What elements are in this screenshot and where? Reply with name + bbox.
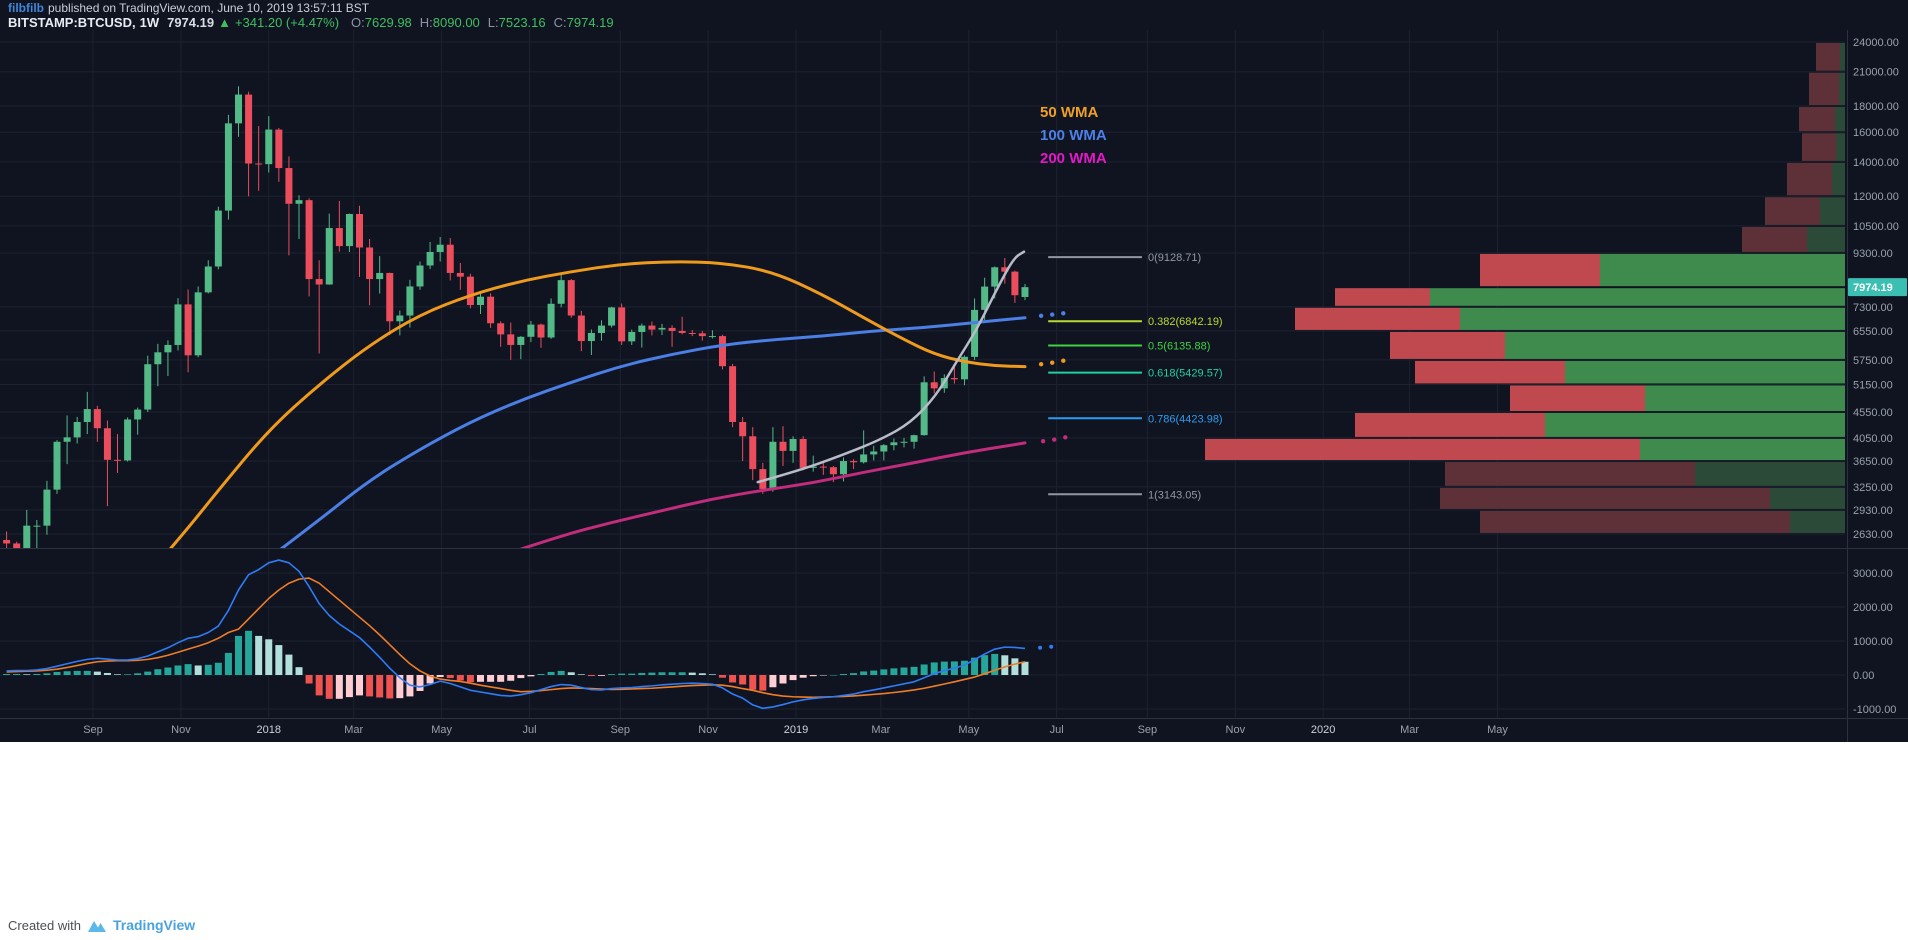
high-label: H: xyxy=(419,15,433,30)
svg-text:May: May xyxy=(431,724,452,736)
svg-text:3650.00: 3650.00 xyxy=(1853,456,1893,468)
legend-50wma[interactable]: 50 WMA xyxy=(1040,104,1099,121)
publish-bar: filbfilb published on TradingView.com, Ju… xyxy=(8,1,369,15)
svg-text:2930.00: 2930.00 xyxy=(1853,505,1893,517)
svg-text:Mar: Mar xyxy=(344,724,363,736)
close-label: C: xyxy=(553,15,567,30)
close-value: C:7974.19 xyxy=(554,15,614,30)
open-label: O: xyxy=(351,15,365,30)
change-arrow-icon: ▲ xyxy=(218,15,231,30)
svg-text:Nov: Nov xyxy=(1226,724,1246,736)
high-value: H:8090.00 xyxy=(420,15,480,30)
price-chart-canvas[interactable]: 0(9128.71) 0.382(6842.19) 0.5(6135.88) 0.61… xyxy=(0,30,1908,742)
candles-series xyxy=(3,86,1029,548)
legend-100wma[interactable]: 100 WMA xyxy=(1040,127,1107,144)
svg-text:Nov: Nov xyxy=(698,724,718,736)
price-change: +341.20 (+4.47%) xyxy=(234,15,340,30)
high-number: 8090.00 xyxy=(432,15,480,30)
created-with-text: Created with xyxy=(8,917,81,933)
macd-axis[interactable]: 3000.00 2000.00 1000.00 0.00 -1000.00 xyxy=(1853,568,1896,716)
svg-text:5750.00: 5750.00 xyxy=(1853,355,1893,367)
svg-text:Mar: Mar xyxy=(871,724,890,736)
svg-text:14000.00: 14000.00 xyxy=(1853,157,1899,169)
svg-text:2019: 2019 xyxy=(784,724,808,736)
svg-text:1(3143.05): 1(3143.05) xyxy=(1148,489,1201,501)
svg-text:2018: 2018 xyxy=(257,724,281,736)
svg-text:24000.00: 24000.00 xyxy=(1853,37,1899,49)
low-label: L: xyxy=(487,15,499,30)
svg-text:9300.00: 9300.00 xyxy=(1853,248,1893,260)
svg-text:0(9128.71): 0(9128.71) xyxy=(1148,252,1201,264)
price-axis[interactable]: 24000.00 21000.00 18000.00 16000.00 14000.00… xyxy=(1853,37,1899,541)
svg-text:1000.00: 1000.00 xyxy=(1853,636,1893,648)
svg-text:May: May xyxy=(1487,724,1508,736)
svg-text:Sep: Sep xyxy=(1138,724,1158,736)
chart-area: filbfilb published on TradingView.com, Ju… xyxy=(0,0,1908,742)
svg-text:16000.00: 16000.00 xyxy=(1853,127,1899,139)
tradingview-logo-icon xyxy=(87,920,106,932)
svg-text:2630.00: 2630.00 xyxy=(1853,529,1893,541)
trend-line xyxy=(756,250,1026,484)
author-link[interactable]: filbfilb xyxy=(8,1,44,15)
svg-text:6550.00: 6550.00 xyxy=(1853,326,1893,338)
low-value: L:7523.16 xyxy=(488,15,546,30)
interval-label[interactable]: 1W xyxy=(139,15,160,30)
svg-text:Sep: Sep xyxy=(610,724,630,736)
svg-text:3000.00: 3000.00 xyxy=(1853,568,1893,580)
svg-text:4550.00: 4550.00 xyxy=(1853,407,1893,419)
svg-text:0.00: 0.00 xyxy=(1853,670,1874,682)
svg-text:2020: 2020 xyxy=(1311,724,1335,736)
macd-line xyxy=(6,559,1054,710)
ma50-line xyxy=(169,260,1066,548)
last-price-tag: 7974.19 xyxy=(1848,278,1907,297)
last-price: 7974.19 xyxy=(167,15,215,30)
publish-text: published on TradingView.com, June 10, 2… xyxy=(48,1,370,15)
svg-text:2000.00: 2000.00 xyxy=(1853,602,1893,614)
svg-text:0.786(4423.98): 0.786(4423.98) xyxy=(1148,413,1223,425)
symbol-bar: BITSTAMP:BTCUSD, 1W 7974.19 ▲ +341.20 (+4.47… xyxy=(8,15,614,31)
svg-text:Jul: Jul xyxy=(1050,724,1064,736)
macd-signal-line xyxy=(6,577,1026,699)
time-axis[interactable]: Sep Nov 2018 Mar May Jul Sep Nov 2019 Mar May Jul Se… xyxy=(83,724,1508,736)
open-number: 7629.98 xyxy=(364,15,412,30)
wma-legend: 50 WMA 100 WMA 200 WMA xyxy=(1040,101,1107,170)
svg-text:0.382(6842.19): 0.382(6842.19) xyxy=(1148,316,1223,328)
snapshot-footer: Created with TradingView xyxy=(8,917,195,933)
svg-text:7300.00: 7300.00 xyxy=(1853,302,1893,314)
svg-text:5150.00: 5150.00 xyxy=(1853,379,1893,391)
svg-text:12000.00: 12000.00 xyxy=(1853,191,1899,203)
svg-text:May: May xyxy=(958,724,979,736)
open-value: O:7629.98 xyxy=(351,15,412,30)
svg-text:18000.00: 18000.00 xyxy=(1853,101,1899,113)
legend-200wma[interactable]: 200 WMA xyxy=(1040,150,1107,167)
svg-text:Sep: Sep xyxy=(83,724,103,736)
svg-text:21000.00: 21000.00 xyxy=(1853,67,1899,79)
tradingview-brand[interactable]: TradingView xyxy=(112,917,196,933)
svg-text:4050.00: 4050.00 xyxy=(1853,433,1893,445)
svg-text:-1000.00: -1000.00 xyxy=(1853,704,1896,716)
volume-profile xyxy=(1205,43,1845,533)
svg-text:Nov: Nov xyxy=(171,724,191,736)
svg-text:3250.00: 3250.00 xyxy=(1853,482,1893,494)
svg-text:Mar: Mar xyxy=(1400,724,1419,736)
svg-text:10500.00: 10500.00 xyxy=(1853,221,1899,233)
svg-text:0.5(6135.88): 0.5(6135.88) xyxy=(1148,340,1210,352)
svg-text:0.618(5429.57): 0.618(5429.57) xyxy=(1148,368,1223,380)
svg-text:Jul: Jul xyxy=(522,724,536,736)
close-number: 7974.19 xyxy=(566,15,614,30)
symbol-name[interactable]: BITSTAMP:BTCUSD, xyxy=(8,15,136,30)
low-number: 7523.16 xyxy=(498,15,546,30)
fib-retracement: 0(9128.71) 0.382(6842.19) 0.5(6135.88) 0.61… xyxy=(1048,252,1223,501)
svg-text:7974.19: 7974.19 xyxy=(1853,282,1893,294)
ma200-line xyxy=(519,435,1068,548)
